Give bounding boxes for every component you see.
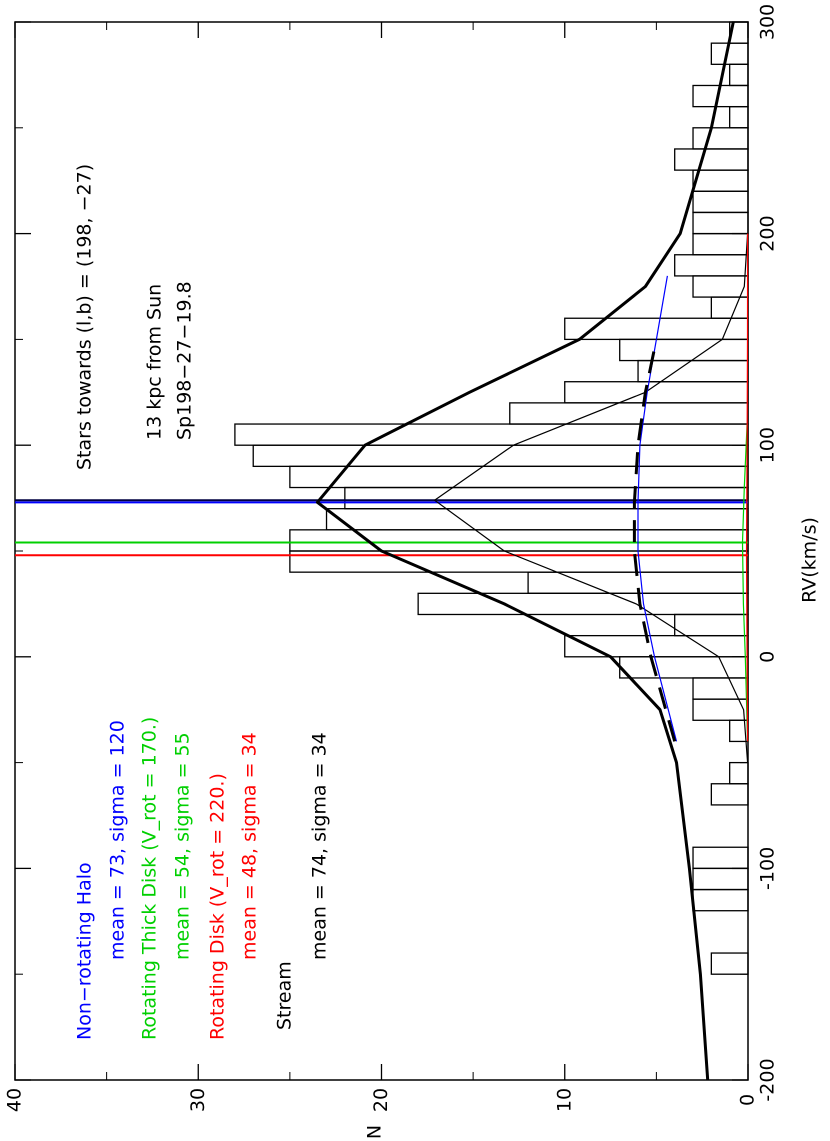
histogram-bar	[692, 127, 749, 150]
histogram-bar	[674, 148, 749, 171]
histogram-bar	[234, 423, 749, 446]
histogram-bar	[729, 761, 749, 785]
legend-text: mean = 74, sigma = 34	[309, 732, 331, 960]
histogram-bar	[692, 677, 749, 700]
histogram-bar	[564, 634, 749, 658]
histogram-bar	[289, 550, 749, 573]
histogram-bar	[344, 486, 749, 510]
y-tick-label: 10	[553, 1088, 575, 1112]
model-curve	[315, 21, 735, 1081]
annotation: Sp198−27−19.8	[174, 281, 196, 440]
histogram-bar	[729, 105, 749, 129]
histogram-bar	[619, 656, 749, 679]
histogram-bar	[509, 402, 749, 425]
legend-text: mean = 48, sigma = 34	[239, 732, 261, 960]
x-tick-label: 200	[757, 215, 779, 251]
plot-area: RV(km/s) N -200 -100 0 100 200 300 0 10 20 30 40 St…	[4, 4, 821, 1139]
histogram-bar	[692, 190, 749, 214]
annotation: 13 kpc from Sun	[144, 284, 166, 440]
y-tick-label: 30	[187, 1088, 209, 1112]
x-tick-label: -100	[757, 847, 779, 890]
histogram-bar	[710, 783, 749, 806]
legend-text: Non−rotating Halo	[74, 862, 96, 1040]
legend-text: mean = 73, sigma = 120	[107, 720, 129, 960]
model-curve	[434, 233, 749, 763]
histogram-bar	[692, 211, 749, 235]
histogram-bar	[710, 952, 749, 975]
histogram-bar	[692, 275, 749, 298]
model-curve	[745, 233, 749, 742]
x-axis-label: RV(km/s)	[799, 517, 821, 603]
legend-text: Rotating Thick Disk (V_rot = 170.)	[139, 717, 161, 1040]
histogram-bar	[417, 592, 749, 616]
histogram-bar	[692, 846, 749, 870]
histogram-bar	[674, 613, 749, 637]
histogram-bar	[619, 338, 749, 362]
histogram-bar	[729, 63, 749, 87]
model-curve	[741, 423, 749, 742]
x-tick-label: -200	[757, 1058, 779, 1101]
histogram-bar	[325, 508, 749, 531]
x-tick-label: 300	[757, 4, 779, 40]
legend-text: Stream	[274, 961, 296, 1030]
histogram-bar	[637, 359, 749, 383]
y-axis-label: N	[364, 1125, 386, 1139]
y-tick-label: 0	[737, 1094, 759, 1106]
legend-text: mean = 54, sigma = 55	[172, 732, 194, 960]
y-tick-label: 20	[370, 1088, 392, 1112]
histogram-bar	[692, 888, 749, 912]
histogram-bar	[710, 296, 749, 319]
histogram-bar	[692, 169, 749, 192]
legend-text: Rotating Disk (V_rot = 220.)	[207, 773, 229, 1040]
annotation: Stars towards (l,b) = (198, −27)	[74, 164, 96, 470]
x-tick-label: 100	[757, 427, 779, 463]
y-tick-label: 40	[4, 1088, 26, 1112]
histogram-bar	[674, 254, 749, 277]
model-curve	[632, 339, 677, 742]
histogram-bar	[692, 232, 749, 256]
histogram-bar	[252, 444, 749, 468]
histogram-bar	[692, 867, 749, 891]
histogram-bar	[289, 465, 749, 489]
x-tick-label: 0	[757, 651, 779, 663]
